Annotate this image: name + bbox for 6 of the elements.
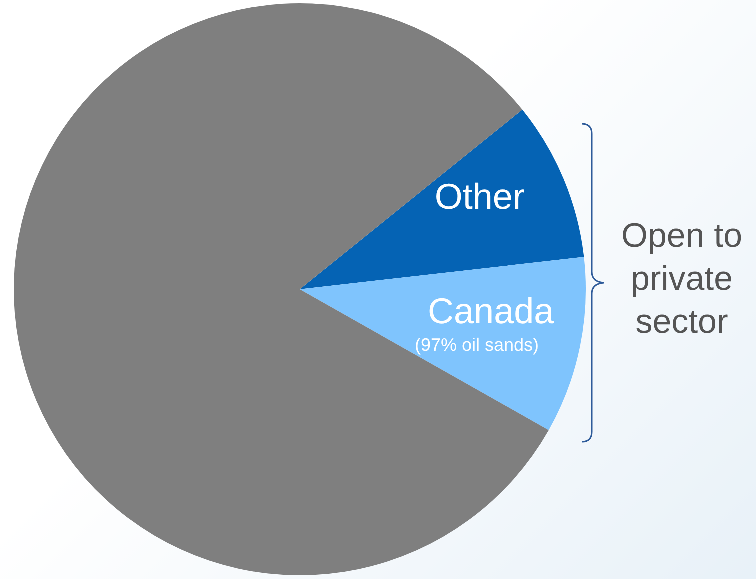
text: (97% oil sands) (414, 335, 540, 355)
slice-label: Other (434, 176, 525, 218)
text: Open to private sector (620, 216, 744, 343)
slice-label: Canada (428, 290, 556, 332)
pie-slice (300, 110, 584, 290)
pie-slice (300, 257, 586, 430)
